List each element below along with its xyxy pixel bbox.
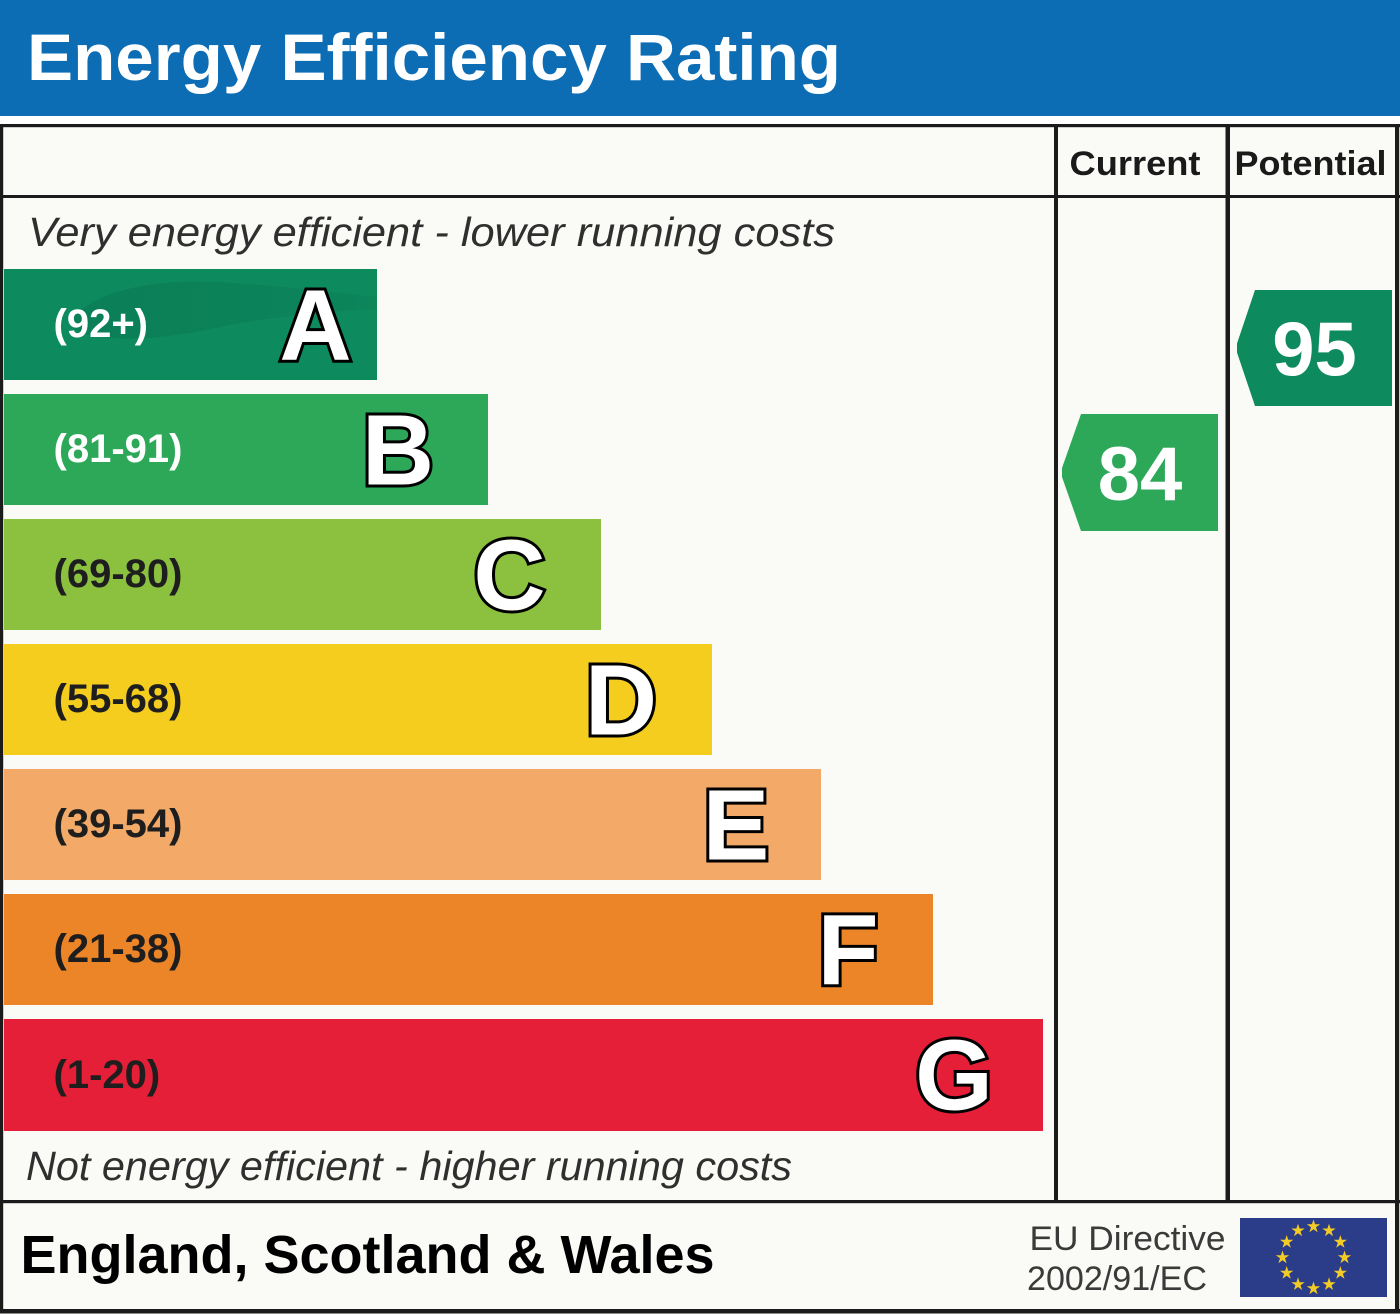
svg-text:95: 95 [1272, 308, 1357, 393]
svg-text:Very energy efficient - lower: Very energy efficient - lower running co… [28, 209, 835, 255]
svg-text:G: G [915, 1020, 993, 1132]
svg-text:Potential: Potential [1235, 145, 1387, 183]
svg-text:EU Directive: EU Directive [1030, 1220, 1226, 1258]
svg-text:Energy Efficiency Rating: Energy Efficiency Rating [27, 20, 841, 94]
svg-text:2002/91/EC: 2002/91/EC [1027, 1260, 1207, 1298]
svg-text:C: C [473, 520, 545, 632]
svg-text:England, Scotland & Wales: England, Scotland & Wales [21, 1225, 715, 1285]
svg-text:(21-38): (21-38) [54, 927, 183, 971]
svg-text:F: F [817, 895, 878, 1007]
svg-text:Not energy efficient - higher: Not energy efficient - higher running co… [26, 1143, 792, 1189]
svg-text:84: 84 [1098, 432, 1183, 517]
svg-text:E: E [703, 770, 770, 882]
svg-text:(1-20): (1-20) [54, 1053, 161, 1097]
svg-text:Current: Current [1070, 145, 1201, 183]
svg-text:D: D [585, 645, 657, 757]
svg-text:(92+): (92+) [54, 302, 149, 346]
svg-text:A: A [279, 270, 351, 382]
svg-text:(39-54): (39-54) [54, 802, 183, 846]
svg-text:(55-68): (55-68) [54, 677, 183, 721]
svg-text:(81-91): (81-91) [54, 427, 183, 471]
svg-text:(69-80): (69-80) [54, 552, 183, 596]
svg-text:B: B [362, 395, 434, 507]
